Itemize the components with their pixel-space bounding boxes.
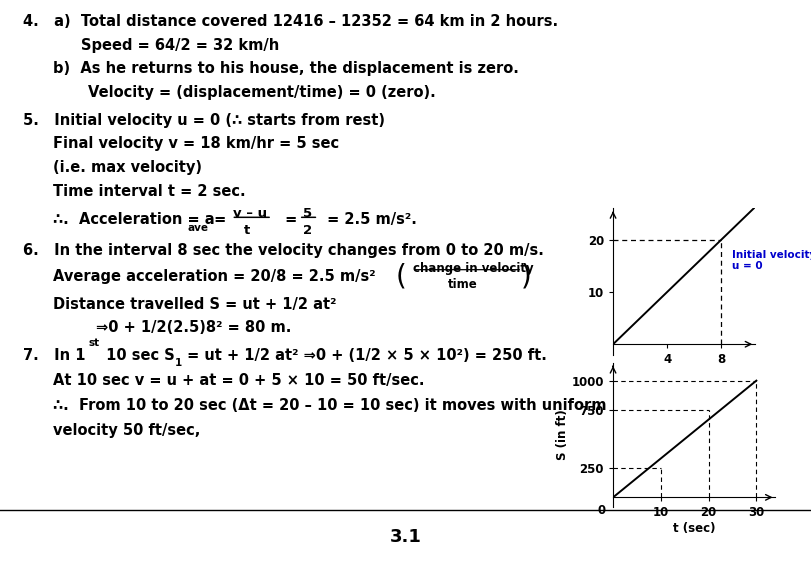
Text: Time interval t = 2 sec.: Time interval t = 2 sec.	[53, 184, 245, 199]
Text: velocity 50 ft/sec,: velocity 50 ft/sec,	[53, 423, 200, 439]
Text: st: st	[88, 338, 100, 348]
Text: =: =	[208, 212, 231, 227]
Text: (: (	[395, 263, 406, 291]
Text: change in velocity: change in velocity	[413, 262, 534, 275]
Text: = 2.5 m/s².: = 2.5 m/s².	[322, 212, 417, 227]
Text: 5.   Initial velocity u = 0 (∴ starts from rest): 5. Initial velocity u = 0 (∴ starts from…	[23, 113, 384, 128]
Text: 2: 2	[303, 224, 311, 237]
X-axis label: Time in sec: Time in sec	[646, 369, 721, 382]
Text: Final velocity v = 18 km/hr = 5 sec: Final velocity v = 18 km/hr = 5 sec	[53, 136, 338, 151]
Text: Average acceleration = 20/8 = 2.5 m/s²: Average acceleration = 20/8 = 2.5 m/s²	[53, 269, 375, 284]
Text: 10 sec S: 10 sec S	[101, 348, 174, 363]
Text: t: t	[243, 224, 250, 237]
Text: ave: ave	[187, 223, 208, 233]
Text: 5: 5	[303, 207, 311, 220]
Text: =: =	[280, 212, 303, 227]
Text: Velocity = (displacement/time) = 0 (zero).: Velocity = (displacement/time) = 0 (zero…	[88, 85, 435, 100]
Text: b)  As he returns to his house, the displacement is zero.: b) As he returns to his house, the displ…	[53, 61, 518, 77]
Text: Distance travelled S = ut + 1/2 at²: Distance travelled S = ut + 1/2 at²	[53, 297, 336, 312]
Text: time: time	[447, 278, 477, 291]
Text: 6.   In the interval 8 sec the velocity changes from 0 to 20 m/s.: 6. In the interval 8 sec the velocity ch…	[23, 243, 543, 258]
Text: Speed = 64/2 = 32 km/h: Speed = 64/2 = 32 km/h	[81, 38, 279, 53]
Text: Initial velocity
u = 0: Initial velocity u = 0	[732, 250, 811, 271]
Text: ): )	[521, 263, 531, 291]
Text: 4.   a)  Total distance covered 12416 – 12352 = 64 km in 2 hours.: 4. a) Total distance covered 12416 – 123…	[23, 14, 557, 29]
Text: ⇒0 + 1/2(2.5)8² = 80 m.: ⇒0 + 1/2(2.5)8² = 80 m.	[96, 320, 291, 336]
Text: 0: 0	[597, 504, 605, 517]
Text: 3.1: 3.1	[389, 528, 422, 546]
Text: 1: 1	[174, 358, 182, 368]
Text: v – u: v – u	[233, 207, 267, 220]
Text: ∴.  From 10 to 20 sec (Δt = 20 – 10 = 10 sec) it moves with uniform: ∴. From 10 to 20 sec (Δt = 20 – 10 = 10 …	[53, 398, 606, 413]
Text: 7.   In 1: 7. In 1	[23, 348, 85, 363]
Y-axis label: S (in ft): S (in ft)	[555, 409, 568, 461]
Text: (i.e. max velocity): (i.e. max velocity)	[53, 160, 201, 175]
Text: At 10 sec v = u + at = 0 + 5 × 10 = 50 ft/sec.: At 10 sec v = u + at = 0 + 5 × 10 = 50 f…	[53, 373, 424, 388]
Text: = ut + 1/2 at² ⇒0 + (1/2 × 5 × 10²) = 250 ft.: = ut + 1/2 at² ⇒0 + (1/2 × 5 × 10²) = 25…	[182, 348, 546, 363]
X-axis label: t (sec): t (sec)	[672, 522, 714, 535]
Text: ∴.  Acceleration = a: ∴. Acceleration = a	[53, 212, 214, 227]
